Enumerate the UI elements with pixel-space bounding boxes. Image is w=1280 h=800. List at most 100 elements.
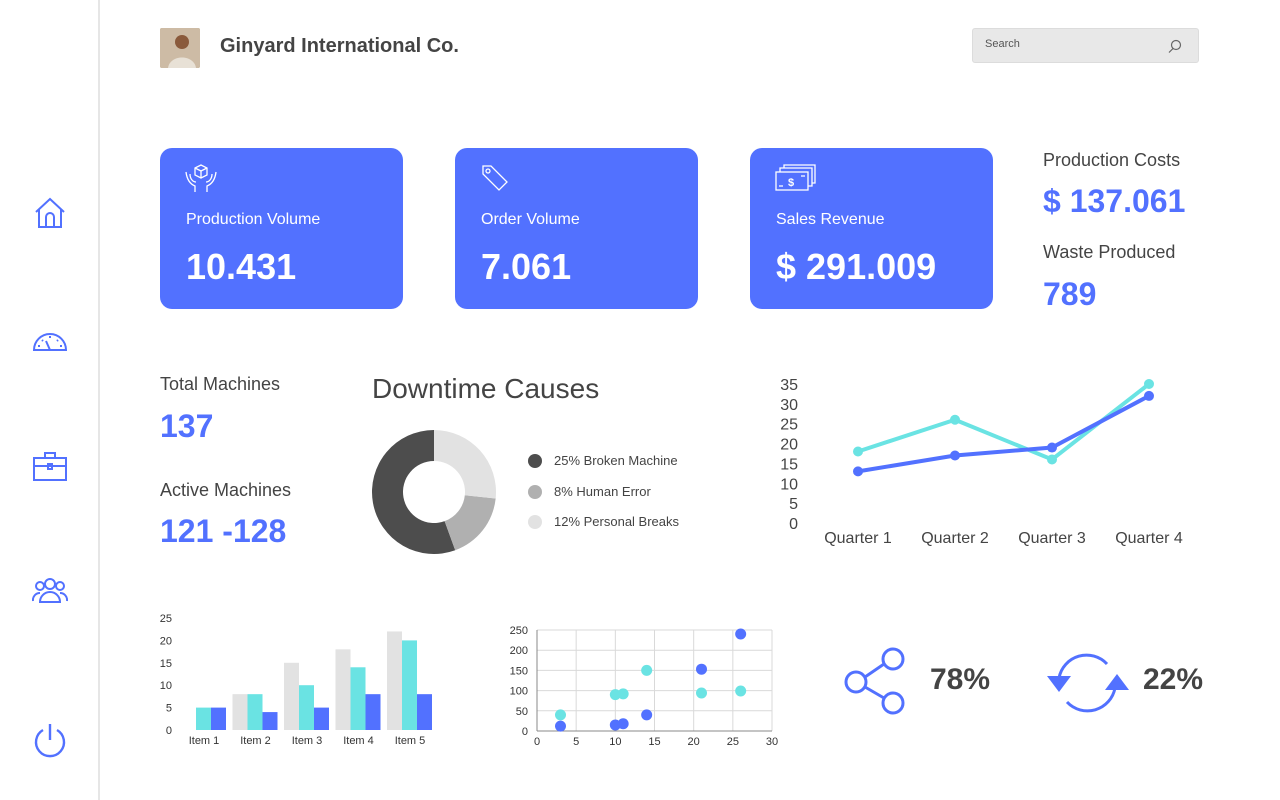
x-tick-label: Item 4 xyxy=(343,735,374,747)
bar xyxy=(314,707,329,730)
kpi-label: Production Volume xyxy=(186,211,321,228)
production-costs-value: $ 137.061 xyxy=(1043,183,1186,219)
bar xyxy=(211,707,226,730)
bar xyxy=(262,712,278,730)
x-tick-label: Item 3 xyxy=(292,735,323,747)
y-tick-label: 50 xyxy=(516,706,528,718)
waste-produced-label: Waste Produced xyxy=(1043,242,1176,262)
bar xyxy=(387,631,402,730)
x-tick-label: Item 1 xyxy=(189,735,220,747)
donut-slice xyxy=(434,430,496,499)
bar xyxy=(365,694,381,730)
legend-item: 8% Human Error xyxy=(528,484,651,499)
y-tick-label: 5 xyxy=(166,703,172,715)
series-line xyxy=(857,394,1150,474)
bar xyxy=(247,694,263,730)
bar xyxy=(417,694,432,730)
briefcase-icon[interactable] xyxy=(30,446,70,486)
scatter-point xyxy=(696,663,707,675)
legend-item: 12% Personal Breaks xyxy=(528,514,679,529)
series-point xyxy=(1144,390,1154,401)
scatter-point xyxy=(735,685,747,697)
x-tick-label: Quarter 4 xyxy=(1115,530,1183,547)
search-box[interactable] xyxy=(972,28,1199,63)
sidebar xyxy=(0,0,100,800)
total-machines-value: 137 xyxy=(160,408,214,444)
search-input[interactable] xyxy=(985,38,1165,50)
active-machines-value: 121 -128 xyxy=(160,513,287,549)
scatter-point xyxy=(617,688,629,700)
scatter-point xyxy=(696,687,707,699)
y-tick-label: 25 xyxy=(160,613,172,625)
price-tag-icon xyxy=(482,165,508,191)
y-tick-label: 10 xyxy=(160,680,172,692)
scatter-point xyxy=(641,664,653,676)
y-tick-label: 0 xyxy=(789,516,798,533)
users-icon[interactable] xyxy=(30,570,70,610)
bar xyxy=(402,640,417,730)
refresh-icon xyxy=(1047,653,1129,713)
legend-label: 25% Broken Machine xyxy=(554,453,678,468)
kpi-sales-revenue: $ Sales Revenue $ 291.009 xyxy=(750,148,993,309)
y-tick-label: 100 xyxy=(510,686,528,698)
speedometer-icon[interactable] xyxy=(30,320,70,360)
kpi-value: $ 291.009 xyxy=(776,246,937,287)
bar xyxy=(232,694,248,730)
bar xyxy=(350,667,366,730)
svg-text:$: $ xyxy=(788,177,794,189)
y-tick-label: 20 xyxy=(160,635,172,647)
kpi-label: Sales Revenue xyxy=(776,211,885,228)
package-hands-icon xyxy=(185,164,217,192)
kpi-value: 7.061 xyxy=(481,246,572,287)
kpi-value: 10.431 xyxy=(186,246,297,287)
y-tick-label: 25 xyxy=(780,417,798,434)
x-tick-label: 10 xyxy=(609,736,621,748)
legend-item: 25% Broken Machine xyxy=(528,453,678,468)
series-point xyxy=(853,446,863,457)
series-point xyxy=(950,450,960,461)
waste-produced-value: 789 xyxy=(1043,276,1097,312)
series-line xyxy=(857,382,1151,462)
y-tick-label: 30 xyxy=(780,397,798,414)
y-tick-label: 200 xyxy=(510,645,528,657)
x-tick-label: Quarter 2 xyxy=(921,530,989,547)
kpi-production-volume: Production Volume 10.431 xyxy=(160,148,403,309)
legend-swatch xyxy=(528,484,542,499)
x-tick-label: Item 5 xyxy=(395,735,426,747)
kpi-label: Order Volume xyxy=(481,211,580,228)
y-tick-label: 10 xyxy=(780,476,798,493)
bar xyxy=(196,707,211,730)
active-machines-label: Active Machines xyxy=(160,480,292,500)
bar xyxy=(284,662,299,730)
y-tick-label: 35 xyxy=(780,377,798,394)
kpi-order-volume: Order Volume 7.061 xyxy=(455,148,698,309)
company-name: Ginyard International Co. xyxy=(220,35,459,57)
downtime-donut-chart xyxy=(372,430,496,554)
y-tick-label: 0 xyxy=(166,725,172,737)
home-icon[interactable] xyxy=(30,193,70,233)
items-bar-chart: 0 5 10 15 20 25 Item 1 Item 2 Item 3 Item 4 Item 5 xyxy=(160,613,432,747)
legend-swatch xyxy=(528,453,542,468)
y-tick-label: 15 xyxy=(160,658,172,670)
series-point xyxy=(1047,454,1057,465)
y-tick-label: 20 xyxy=(780,437,798,454)
legend-label: 12% Personal Breaks xyxy=(554,514,680,529)
series-point xyxy=(1144,379,1154,389)
y-tick-label: 150 xyxy=(510,665,528,677)
donut-slice xyxy=(444,495,496,551)
avatar[interactable] xyxy=(160,28,200,68)
scatter-point xyxy=(735,628,747,640)
x-tick-label: 20 xyxy=(688,736,700,748)
search-icon[interactable] xyxy=(1168,39,1182,53)
y-tick-label: 15 xyxy=(780,456,798,473)
x-tick-label: Quarter 3 xyxy=(1018,530,1086,547)
share-icon xyxy=(844,647,905,715)
scatter-point xyxy=(555,720,566,732)
share-percentage: 78% xyxy=(930,663,991,696)
power-icon[interactable] xyxy=(30,720,70,760)
y-tick-label: 0 xyxy=(522,726,528,738)
legend-swatch xyxy=(528,514,542,529)
cash-icon: $ xyxy=(775,164,816,191)
refresh-percentage: 22% xyxy=(1143,663,1204,696)
total-machines-label: Total Machines xyxy=(160,374,281,394)
